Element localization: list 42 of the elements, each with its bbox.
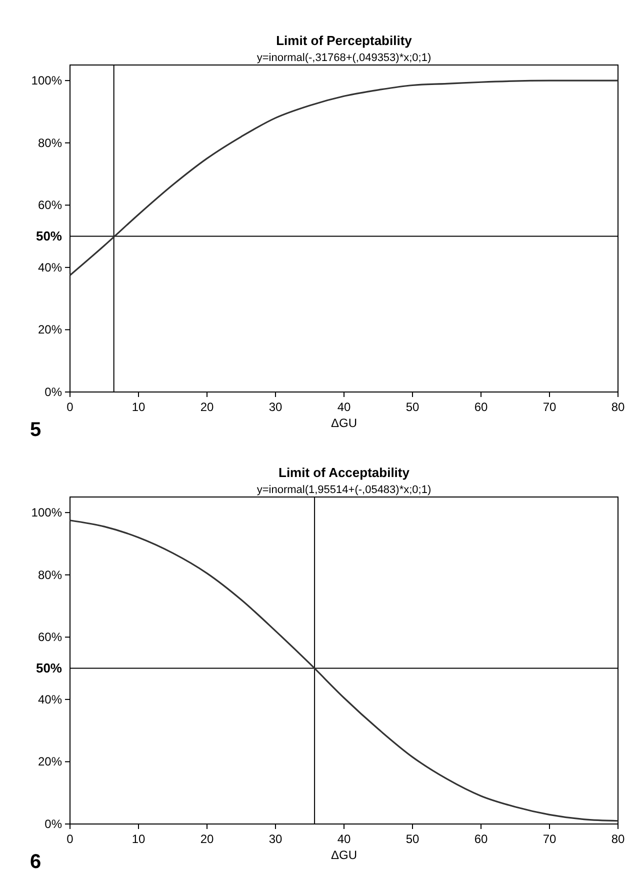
line-series: [69, 80, 619, 276]
y-tick-label: 80%: [38, 136, 62, 150]
y-tick-label: 20%: [38, 754, 62, 769]
x-tick-label: 40: [337, 400, 351, 414]
line-series: [69, 520, 619, 822]
y-tick-label: 100%: [31, 74, 62, 88]
chart-title: Limit of Perceptability: [276, 33, 413, 48]
x-tick-label: 80: [611, 400, 625, 414]
x-tick-label: 30: [268, 400, 282, 414]
text: 6: [30, 851, 42, 873]
x-tick-label: 30: [268, 832, 282, 846]
x-tick-label: 70: [542, 400, 556, 414]
y-tick-label: 80%: [38, 568, 62, 582]
x-tick-label: 0: [66, 400, 74, 414]
y-tick-label: 60%: [38, 198, 62, 212]
x-tick-label: 20: [200, 832, 214, 846]
y-tick-label: 40%: [38, 260, 62, 274]
x-tick-label: 80: [611, 832, 625, 846]
chart-title: Limit of Acceptability: [278, 465, 410, 480]
chart-subtitle: y=inormal(1,95514+(-,05483)*x;0;1): [256, 484, 432, 496]
x-tick-label: 0: [66, 832, 74, 846]
x-tick-label: 20: [200, 400, 214, 414]
ref-line-label: 50%: [36, 228, 62, 244]
x-tick-label: 70: [542, 832, 556, 846]
x-tick-label: 10: [132, 832, 146, 846]
x-tick-label: 50: [406, 832, 420, 846]
chart-subtitle: y=inormal(-,31768+(,049353)*x;0;1): [256, 52, 432, 64]
x-tick-label: 60: [474, 400, 488, 414]
y-tick-label: 40%: [38, 692, 62, 706]
y-tick-label: 20%: [38, 322, 62, 337]
text: 5: [30, 419, 42, 441]
y-tick-label: 0%: [44, 385, 62, 399]
ref-line-label: 50%: [36, 660, 62, 676]
x-axis-title: ΔGU: [330, 416, 358, 430]
x-tick-label: 10: [132, 400, 146, 414]
y-tick-label: 60%: [38, 630, 62, 644]
y-tick-label: 0%: [44, 817, 62, 831]
y-tick-label: 100%: [31, 506, 62, 520]
x-tick-label: 50: [406, 400, 420, 414]
x-axis-title: ΔGU: [330, 848, 358, 862]
x-tick-label: 40: [337, 832, 351, 846]
x-tick-label: 60: [474, 832, 488, 846]
